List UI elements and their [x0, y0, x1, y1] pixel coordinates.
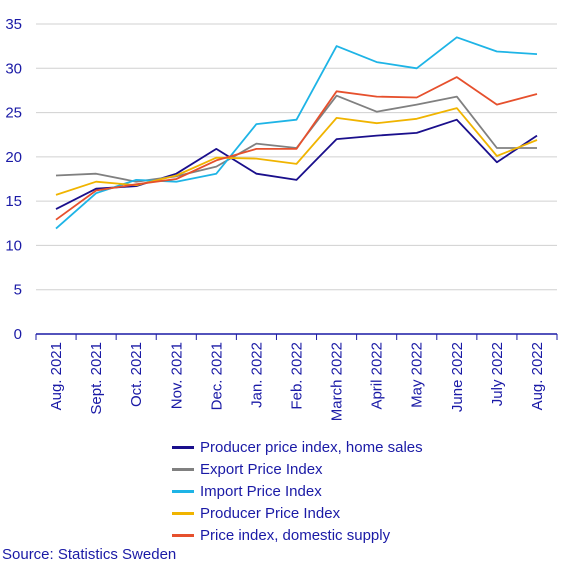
series-line-4 — [55, 76, 538, 221]
x-tick-label: July 2022 — [489, 342, 506, 406]
grid-lines — [36, 23, 557, 291]
legend-swatch — [172, 511, 194, 515]
legend-item: Import Price Index — [172, 480, 423, 502]
x-tick-label: Aug. 2021 — [48, 342, 65, 410]
legend-swatch — [172, 489, 194, 493]
legend-item: Producer Price Index — [172, 502, 423, 524]
legend-label: Import Price Index — [200, 482, 322, 500]
legend-item: Price index, domestic supply — [172, 524, 423, 546]
y-tick-label: 25 — [5, 105, 22, 122]
x-tick-label: Feb. 2022 — [289, 342, 306, 410]
y-tick-label: 0 — [14, 326, 22, 343]
x-tick-label: Dec. 2021 — [208, 342, 225, 410]
legend-swatch — [172, 467, 194, 471]
series-line-2 — [55, 36, 538, 230]
series-line-0 — [55, 118, 538, 210]
y-tick-label: 35 — [5, 16, 22, 33]
x-tick-label: March 2022 — [329, 342, 346, 421]
y-axis-ticks: 0 5 10 15 20 25 30 35 — [5, 16, 22, 343]
y-tick-label: 30 — [5, 60, 22, 77]
x-tick-label: April 2022 — [369, 342, 386, 410]
series-lines — [55, 36, 538, 230]
y-tick-label: 10 — [5, 237, 22, 254]
x-axis — [35, 333, 558, 340]
y-tick-label: 15 — [5, 193, 22, 210]
line-chart: 0 5 10 15 20 25 30 35 Aug. 2021 Sept. 2021 Oct. 2… — [5, 16, 558, 421]
legend-item: Producer price index, home sales — [172, 436, 423, 458]
x-tick-label: May 2022 — [409, 342, 426, 408]
legend-label: Producer Price Index — [200, 504, 341, 522]
x-tick-label: June 2022 — [449, 342, 466, 412]
x-axis-ticks: Aug. 2021 Sept. 2021 Oct. 2021 Nov. 2021 Dec… — [48, 342, 546, 421]
x-tick-label: Jan. 2022 — [248, 342, 265, 408]
legend: Producer price index, home sales Export P… — [172, 436, 423, 546]
legend-swatch — [172, 533, 194, 537]
source-note: Source: Statistics Sweden — [2, 546, 177, 563]
x-tick-label: Sept. 2021 — [88, 342, 105, 415]
legend-item: Export Price Index — [172, 458, 423, 480]
legend-label: Price index, domestic supply — [200, 526, 391, 544]
legend-swatch — [172, 445, 194, 449]
y-tick-label: 20 — [5, 149, 22, 166]
y-tick-label: 5 — [14, 282, 22, 299]
x-tick-label: Nov. 2021 — [168, 342, 185, 409]
series-line-1 — [55, 94, 537, 183]
legend-label: Producer price index, home sales — [200, 438, 423, 456]
x-tick-label: Aug. 2022 — [529, 342, 546, 410]
legend-label: Export Price Index — [200, 460, 323, 478]
x-tick-label: Oct. 2021 — [128, 342, 145, 407]
